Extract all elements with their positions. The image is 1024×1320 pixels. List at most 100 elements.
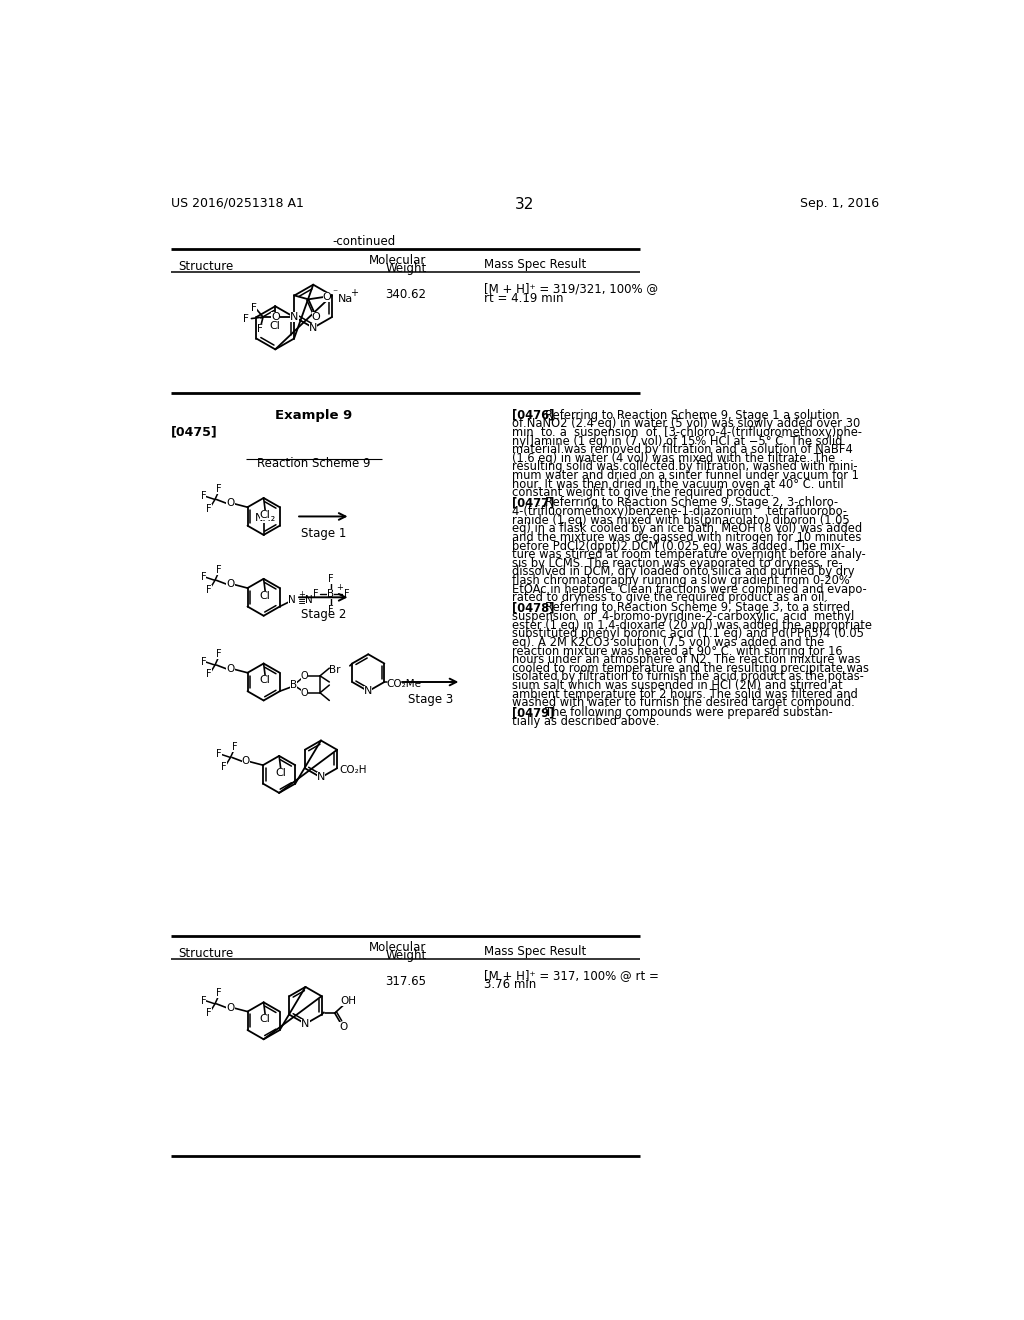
Text: Br: Br — [330, 665, 341, 675]
Text: Structure: Structure — [178, 260, 233, 273]
Text: isolated by filtration to furnish the acid product as the potas-: isolated by filtration to furnish the ac… — [512, 671, 863, 684]
Text: F: F — [206, 669, 212, 680]
Text: constant weight to give the required product.: constant weight to give the required pro… — [512, 486, 773, 499]
Text: 4-(trifluoromethoxy)benzene-1-diazonium    tetrafluorobo-: 4-(trifluoromethoxy)benzene-1-diazonium … — [512, 506, 847, 517]
Text: [0476]: [0476] — [512, 409, 554, 421]
Text: F: F — [201, 657, 206, 667]
Text: Stage 2: Stage 2 — [301, 609, 346, 622]
Text: ester (1 eq) in 1,4-dioxane (20 vol) was added the appropriate: ester (1 eq) in 1,4-dioxane (20 vol) was… — [512, 619, 871, 632]
Text: F: F — [216, 750, 221, 759]
Text: ⁻: ⁻ — [333, 288, 338, 298]
Text: rated to dryness to give the required product as an oil.: rated to dryness to give the required pr… — [512, 591, 827, 605]
Text: cooled to room temperature and the resulting precipitate was: cooled to room temperature and the resul… — [512, 661, 868, 675]
Text: Weight: Weight — [385, 263, 426, 276]
Text: mum water and dried on a sinter funnel under vacuum for 1: mum water and dried on a sinter funnel u… — [512, 469, 858, 482]
Text: -continued: -continued — [333, 235, 396, 248]
Text: N: N — [289, 595, 296, 606]
Text: 3.76 min: 3.76 min — [484, 978, 537, 991]
Text: N: N — [365, 686, 373, 696]
Text: Example 9: Example 9 — [275, 409, 352, 421]
Text: reaction mixture was heated at 90° C. with stirring for 16: reaction mixture was heated at 90° C. wi… — [512, 644, 843, 657]
Text: Molecular: Molecular — [369, 941, 426, 954]
Text: F: F — [221, 762, 227, 772]
Text: Cl: Cl — [260, 1014, 270, 1024]
Text: F: F — [206, 1008, 212, 1018]
Text: Weight: Weight — [385, 949, 426, 962]
Text: B: B — [328, 589, 335, 599]
Text: N: N — [316, 772, 326, 783]
Text: F: F — [328, 605, 334, 615]
Text: Structure: Structure — [178, 946, 233, 960]
Text: Referring to Reaction Scheme 9, Stage 1 a solution: Referring to Reaction Scheme 9, Stage 1 … — [545, 409, 840, 421]
Text: of NaNO2 (2.4 eq) in water (5 vol) was slowly added over 30: of NaNO2 (2.4 eq) in water (5 vol) was s… — [512, 417, 860, 430]
Text: F: F — [231, 742, 238, 751]
Text: F: F — [206, 504, 212, 513]
Text: Referring to Reaction Scheme 9, Stage 3, to a stirred: Referring to Reaction Scheme 9, Stage 3,… — [545, 602, 850, 614]
Text: min  to  a  suspension  of  [3-chloro-4-(trifluoromethoxy)phe-: min to a suspension of [3-chloro-4-(trif… — [512, 426, 861, 438]
Text: F: F — [257, 323, 263, 334]
Text: (1.6 eq) in water (4 vol) was mixed with the filtrate. The: (1.6 eq) in water (4 vol) was mixed with… — [512, 451, 835, 465]
Text: N: N — [309, 323, 317, 333]
Text: +: + — [350, 288, 358, 298]
Text: Referring to Reaction Scheme 9, Stage 2, 3-chloro-: Referring to Reaction Scheme 9, Stage 2,… — [545, 496, 838, 510]
Text: CO₂H: CO₂H — [339, 764, 367, 775]
Text: [0479]: [0479] — [512, 706, 554, 719]
Text: and the mixture was de-gassed with nitrogen for 10 minutes: and the mixture was de-gassed with nitro… — [512, 531, 861, 544]
Text: Stage 1: Stage 1 — [301, 527, 346, 540]
Text: Mass Spec Result: Mass Spec Result — [484, 945, 587, 957]
Text: Sep. 1, 2016: Sep. 1, 2016 — [800, 197, 879, 210]
Text: F: F — [328, 574, 334, 583]
Text: Cl: Cl — [275, 768, 286, 777]
Text: O: O — [301, 671, 308, 681]
Text: OH: OH — [340, 995, 356, 1006]
Text: O: O — [339, 1022, 347, 1032]
Text: NH₂: NH₂ — [255, 513, 276, 523]
Text: F: F — [312, 589, 318, 599]
Text: Cl: Cl — [260, 676, 270, 685]
Text: F: F — [344, 589, 349, 599]
Text: Cl: Cl — [260, 510, 270, 520]
Text: 32: 32 — [515, 197, 535, 213]
Text: +: + — [298, 590, 305, 599]
Text: O: O — [226, 499, 234, 508]
Text: F: F — [206, 585, 212, 594]
Text: O: O — [226, 1003, 234, 1012]
Text: F: F — [201, 573, 206, 582]
Text: ≡: ≡ — [298, 597, 307, 607]
Text: [0478]: [0478] — [512, 602, 554, 614]
Text: Na: Na — [338, 293, 353, 304]
Text: 340.62: 340.62 — [385, 288, 426, 301]
Text: EtOAc in heptane. Clean fractions were combined and evapo-: EtOAc in heptane. Clean fractions were c… — [512, 582, 866, 595]
Text: material was removed by filtration and a solution of NaBF4: material was removed by filtration and a… — [512, 444, 852, 457]
Text: [0477]: [0477] — [512, 496, 554, 510]
Text: N: N — [290, 312, 299, 322]
Text: nyl]amine (1 eq) in (7 vol) of 15% HCl at −5° C. The solid: nyl]amine (1 eq) in (7 vol) of 15% HCl a… — [512, 434, 842, 447]
Text: rt = 4.19 min: rt = 4.19 min — [484, 292, 564, 305]
Text: O: O — [271, 312, 280, 322]
Text: 317.65: 317.65 — [385, 974, 426, 987]
Text: eq). A 2M K2CO3 solution (7.5 vol) was added and the: eq). A 2M K2CO3 solution (7.5 vol) was a… — [512, 636, 824, 649]
Text: before PdCl2(dppf)2.DCM (0.025 eq) was added. The mix-: before PdCl2(dppf)2.DCM (0.025 eq) was a… — [512, 540, 845, 553]
Text: B: B — [290, 680, 297, 690]
Text: O: O — [242, 756, 250, 767]
Text: dissolved in DCM, dry loaded onto silica and purified by dry: dissolved in DCM, dry loaded onto silica… — [512, 565, 854, 578]
Text: F: F — [201, 491, 206, 502]
Text: The following compounds were prepared substan-: The following compounds were prepared su… — [545, 706, 833, 719]
Text: ambient temperature for 2 hours. The solid was filtered and: ambient temperature for 2 hours. The sol… — [512, 688, 857, 701]
Text: Cl: Cl — [260, 591, 270, 601]
Text: F: F — [251, 302, 257, 313]
Text: resulting solid was collected by filtration, washed with mini-: resulting solid was collected by filtrat… — [512, 461, 857, 474]
Text: O: O — [301, 688, 308, 698]
Text: washed with water to furnish the desired target compound.: washed with water to furnish the desired… — [512, 697, 854, 709]
Text: hour. It was then dried in the vacuum oven at 40° C. until: hour. It was then dried in the vacuum ov… — [512, 478, 843, 491]
Text: F: F — [243, 314, 249, 323]
Text: Reaction Scheme 9: Reaction Scheme 9 — [257, 457, 371, 470]
Text: [M + H]⁺ = 317, 100% @ rt =: [M + H]⁺ = 317, 100% @ rt = — [484, 969, 659, 982]
Text: ranide (1 eq) was mixed with bis(pinacolato) diboron (1.05: ranide (1 eq) was mixed with bis(pinacol… — [512, 513, 849, 527]
Text: +: + — [336, 583, 343, 591]
Text: US 2016/0251318 A1: US 2016/0251318 A1 — [171, 197, 303, 210]
Text: sis by LCMS. The reaction was evaporated to dryness, re-: sis by LCMS. The reaction was evaporated… — [512, 557, 842, 570]
Text: substituted phenyl boronic acid (1.1 eq) and Pd(PPh3)4 (0.05: substituted phenyl boronic acid (1.1 eq)… — [512, 627, 863, 640]
Text: flash chromatography running a slow gradient from 0-20%: flash chromatography running a slow grad… — [512, 574, 849, 587]
Text: ture was stirred at room temperature overnight before analy-: ture was stirred at room temperature ove… — [512, 548, 865, 561]
